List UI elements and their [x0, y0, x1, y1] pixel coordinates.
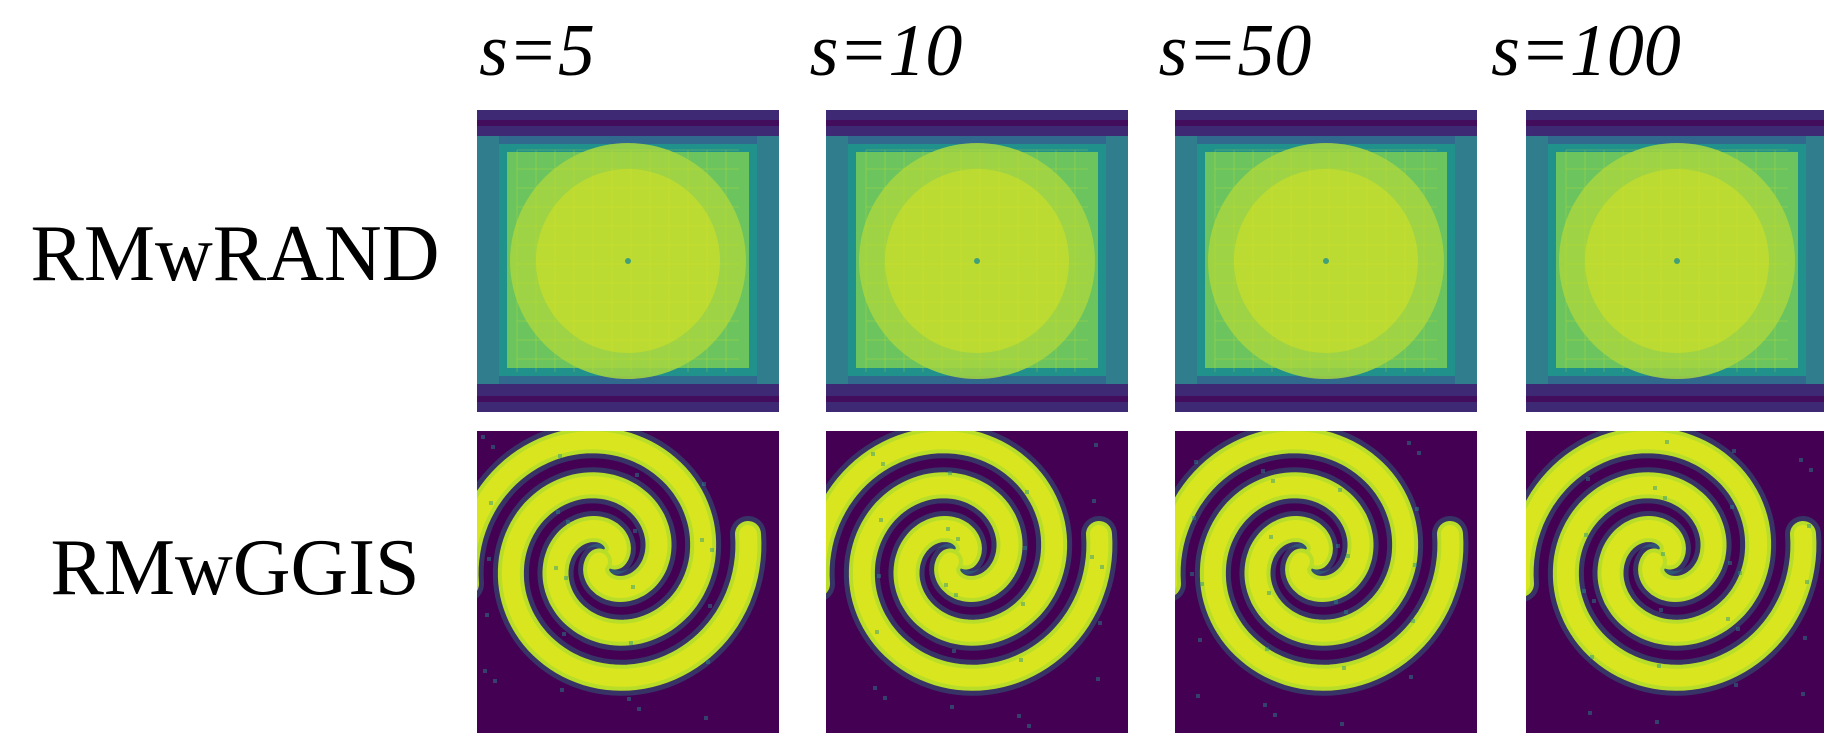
rmwggis-heatmap-s50 [1175, 431, 1477, 733]
rmwggis-heatmap-s100 [1526, 431, 1824, 733]
rmwggis-heatmap-s5 [477, 431, 779, 733]
rmwrand-heatmap-s100 [1526, 110, 1824, 412]
rmwggis-heatmap-s10 [826, 431, 1128, 733]
column-label-s5: s=5 [479, 10, 595, 92]
column-label-s100: s=100 [1491, 10, 1681, 92]
rmwrand-heatmap-s50 [1175, 110, 1477, 412]
rmwrand-heatmap-s5 [477, 110, 779, 412]
column-label-s50: s=50 [1158, 10, 1312, 92]
column-label-s10: s=10 [809, 10, 963, 92]
rmwrand-heatmap-s10 [826, 110, 1128, 412]
row-label-rmwggis: RMwGGIS [50, 524, 420, 612]
row-label-rmwrand: RMwRAND [30, 210, 440, 298]
